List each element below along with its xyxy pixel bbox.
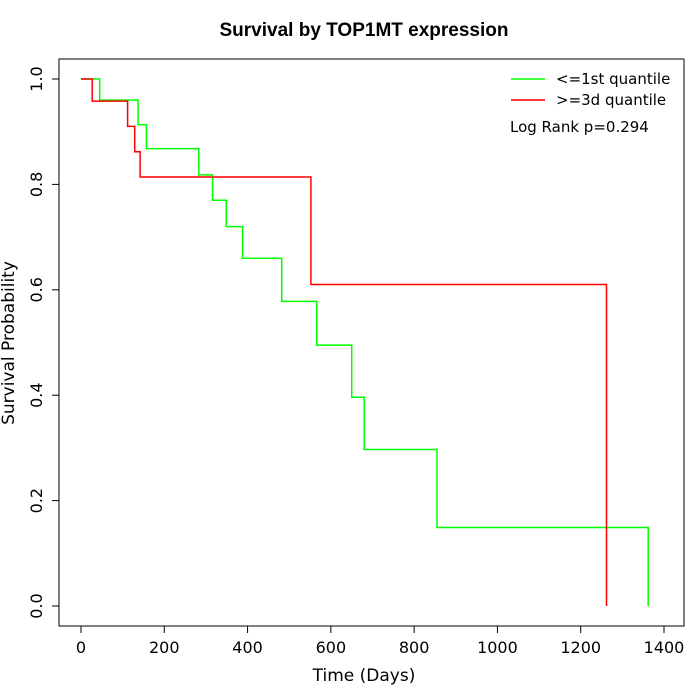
x-tick-label: 600 [316, 638, 347, 657]
x-tick-label: 200 [149, 638, 180, 657]
y-tick-label: 0.6 [27, 277, 46, 302]
x-axis-label: Time (Days) [312, 666, 416, 686]
y-axis-label: Survival Probability [0, 261, 19, 425]
y-tick-label: 0.4 [27, 382, 46, 407]
y-axis: 0.0 0.2 0.4 0.6 0.8 1.0 [27, 66, 60, 619]
x-tick-label: 1400 [644, 638, 685, 657]
x-tick-label: 800 [399, 638, 430, 657]
y-tick-label: 0.2 [27, 488, 46, 513]
x-tick-label: 0 [76, 638, 86, 657]
series-layer [81, 78, 649, 606]
x-tick-label: 1200 [560, 638, 601, 657]
legend-label-low-quantile: <=1st quantile [556, 70, 670, 88]
legend: <=1st quantile >=3d quantile [511, 70, 670, 109]
chart-title: Survival by TOP1MT expression [220, 20, 509, 41]
y-tick-label: 1.0 [27, 66, 46, 91]
plot-frame [58, 58, 685, 627]
x-tick-label: 400 [232, 638, 263, 657]
x-tick-label: 1000 [477, 638, 518, 657]
y-tick-label: 0.0 [27, 593, 46, 618]
log-rank-annotation: Log Rank p=0.294 [510, 118, 649, 136]
x-axis: 0 200 400 600 800 1000 1200 1400 [76, 625, 685, 657]
series-line-low-quantile [81, 78, 649, 606]
legend-label-high-quantile: >=3d quantile [556, 91, 666, 109]
y-tick-label: 0.8 [27, 172, 46, 197]
series-line-high-quantile [81, 78, 608, 606]
